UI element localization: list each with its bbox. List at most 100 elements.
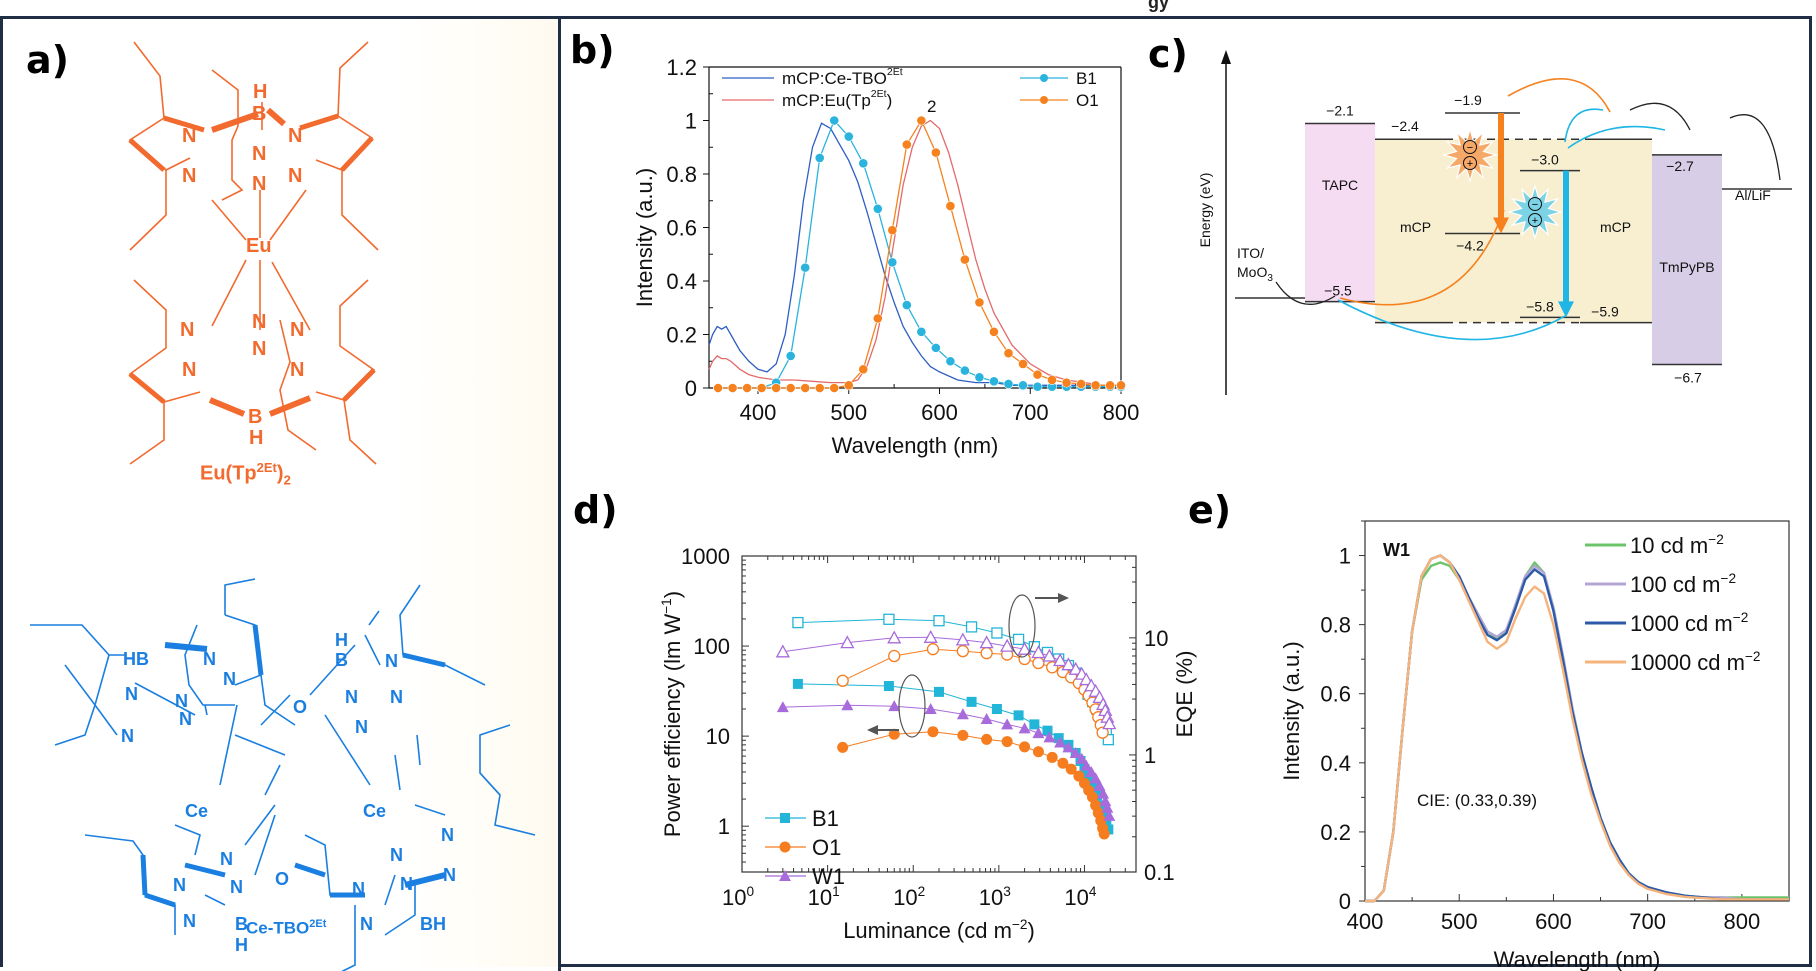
data-point-o1: [1116, 380, 1126, 391]
x-tick-label: 102: [893, 884, 925, 910]
hole-injection-arrow: [1275, 281, 1336, 305]
y-axis-label: Intensity (a.u.): [632, 168, 657, 307]
electron-path-orange: [1507, 78, 1611, 113]
data-point-b1: [1018, 380, 1028, 391]
data-point-o1: [800, 383, 811, 393]
layer-label-tmpypb: TmPyPB: [1659, 259, 1714, 275]
atom-label: N: [390, 687, 403, 707]
eu-complex-name: Eu(Tp2Et)2: [200, 460, 291, 488]
legend-marker: [1040, 96, 1048, 104]
energy-level-label: −5.8: [1526, 298, 1554, 314]
data-point-w1: [1097, 787, 1110, 799]
y-tick-label: 1: [718, 814, 730, 839]
energy-level-label: −6.7: [1674, 370, 1702, 386]
y2-tick-label: 10: [1144, 626, 1168, 651]
data-point-b1-eqe: [933, 615, 945, 627]
data-point-w1-eqe: [979, 635, 994, 649]
y2-axis-label: EQE (%): [1172, 651, 1197, 738]
data-point-o1: [858, 364, 869, 375]
series-line-1000-cd-m: [1365, 554, 1789, 903]
data-point-w1: [1062, 741, 1075, 753]
data-point-w1: [1018, 722, 1031, 734]
data-point-o1: [1046, 751, 1058, 763]
data-point-w1: [1069, 746, 1082, 758]
data-point-o1-eqe: [956, 644, 970, 658]
layer-label-mcp-left: mCP: [1400, 219, 1431, 235]
atom-label: N: [220, 849, 233, 869]
data-point-w1: [776, 701, 789, 713]
atom-label: N: [352, 879, 365, 899]
atom-label: N: [125, 684, 138, 704]
y-axis-label: Intensity (a.u.): [1279, 641, 1304, 780]
data-point-w1-eqe: [840, 635, 855, 649]
data-point-w1: [1103, 809, 1116, 821]
data-point-b1-eqe: [792, 616, 804, 629]
data-point-o1: [887, 225, 898, 236]
atom-label: B: [335, 650, 348, 670]
legend-marker: [1040, 74, 1048, 82]
data-point-b1: [966, 696, 977, 707]
y-tick-label: 0: [685, 376, 697, 401]
data-point-b1-eqe: [965, 621, 978, 633]
atom-label: N: [252, 173, 266, 195]
inset-label-w1: W1: [1383, 540, 1410, 560]
hole-path-orange: [1339, 209, 1505, 306]
series-line-mcp-eu-tp: [708, 119, 1121, 386]
data-point-o1: [957, 729, 969, 741]
data-point-b1: [901, 300, 912, 310]
plot-frame: [1364, 520, 1790, 902]
energy-level-label: −2.7: [1666, 158, 1694, 174]
data-point-w1: [1085, 765, 1098, 777]
legend-label: 100 cd m−2: [1630, 571, 1736, 597]
atom-label: N: [441, 825, 454, 845]
energy-level-label: −1.9: [1454, 92, 1482, 108]
x-tick-label: 700: [1012, 400, 1049, 425]
energy-axis-label: Energy (eV): [1197, 173, 1213, 248]
data-point-b1: [916, 326, 927, 337]
atom-label: N: [252, 311, 266, 333]
data-point-b1: [1032, 381, 1043, 392]
data-point-w1: [1089, 772, 1102, 784]
y-tick-label: 100: [693, 634, 730, 659]
atom-label: H: [249, 427, 263, 449]
legend-marker: [779, 812, 791, 824]
hole-path-blue: [1337, 299, 1566, 341]
y-tick-label: 0.6: [1320, 682, 1351, 707]
layer-label-moo3: MoO3: [1237, 264, 1273, 284]
data-point-b1: [1003, 379, 1014, 389]
x-tick-label: 104: [1064, 884, 1096, 910]
data-point-o1: [930, 147, 941, 158]
hole-icon: [1528, 213, 1542, 227]
data-point-o1: [1065, 763, 1077, 775]
pe-group-ellipse: [898, 674, 926, 738]
eqe-group-ellipse: [1008, 594, 1036, 658]
data-point-b1: [930, 342, 941, 353]
atom-label: N: [182, 125, 196, 147]
data-point-w1-eqe: [1102, 716, 1117, 730]
data-point-o1: [1098, 828, 1110, 840]
atom-label: N: [179, 709, 192, 729]
data-point-w1: [888, 700, 901, 712]
atom-label: N: [182, 165, 196, 187]
series-line-10000-cd-m: [1365, 554, 1789, 903]
legend-label: O1: [1076, 91, 1099, 110]
energy-level-label: −2.1: [1326, 102, 1354, 118]
electron-injection-arrow: [1729, 114, 1781, 181]
y2-tick-label: 0.1: [1144, 860, 1175, 885]
atom-label: O: [293, 697, 307, 717]
energy-level-label: −4.2: [1456, 238, 1484, 254]
data-point-o1: [1061, 377, 1072, 388]
atom-label: N: [290, 319, 304, 341]
x-tick-label: 500: [830, 400, 867, 425]
data-point-w1-eqe: [1061, 657, 1076, 671]
atom-label: N: [175, 691, 188, 711]
layer-label-ito: ITO/: [1237, 245, 1264, 261]
atom-label: N: [390, 845, 403, 865]
data-point-o1: [1076, 379, 1086, 389]
center-atom-eu: Eu: [246, 235, 272, 257]
data-point-b1: [843, 131, 854, 142]
y-tick-label: 1: [685, 109, 697, 134]
